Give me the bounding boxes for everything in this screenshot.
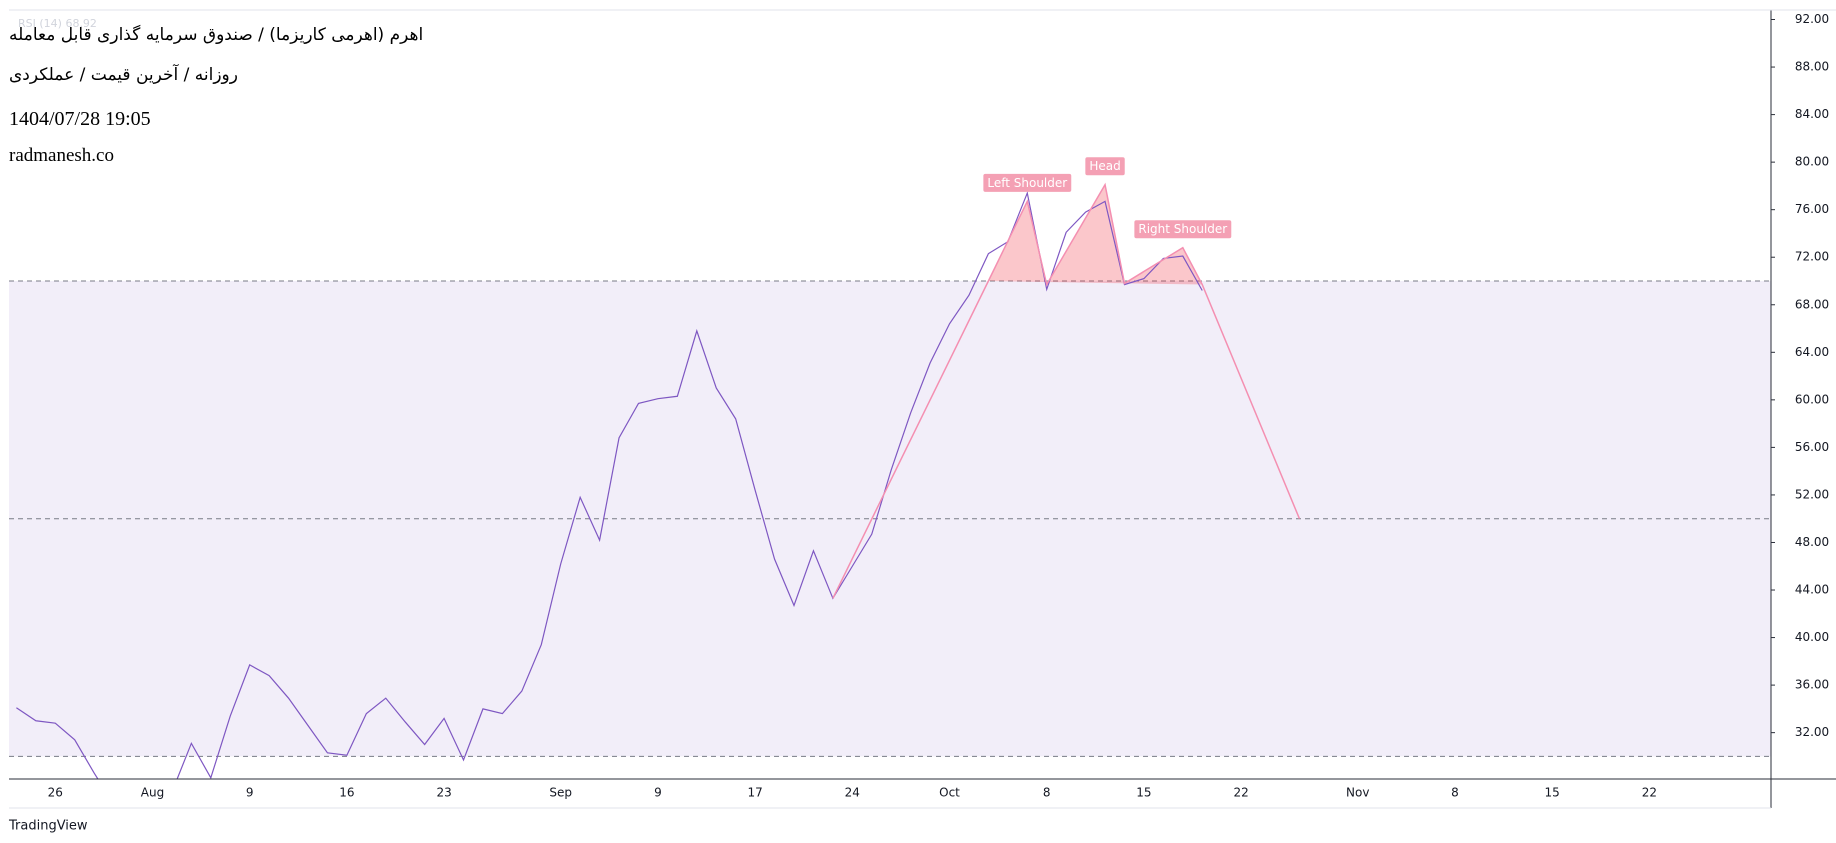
overlay-datetime: 1404/07/28 19:05: [9, 108, 151, 130]
x-tick-label: 24: [845, 786, 860, 800]
y-tick-label: 40.00: [1795, 630, 1829, 644]
pattern-label: Head: [1089, 159, 1120, 173]
x-tick-label: 26: [48, 786, 63, 800]
pattern-fill: [988, 184, 1203, 285]
x-tick-label: 17: [747, 786, 762, 800]
pattern-label: Left Shoulder: [987, 176, 1067, 190]
pattern-label-bg: [983, 173, 1072, 192]
rsi-line: [16, 190, 1203, 779]
pattern-label: Right Shoulder: [1138, 222, 1227, 236]
pattern-line: [832, 182, 1301, 599]
y-tick-label: 64.00: [1795, 345, 1829, 359]
y-tick-label: 44.00: [1795, 583, 1829, 597]
x-tick-label: 15: [1136, 786, 1151, 800]
overlay-title: اهرم (اهرمی کاریزما) / صندوق سرمایه گذار…: [9, 25, 424, 45]
y-tick-label: 84.00: [1795, 107, 1829, 121]
x-tick-label: 8: [1451, 786, 1459, 800]
overlay-subtitle: روزانه / آخرین قیمت / عملکردی: [9, 65, 238, 85]
indicator-legend: RSI (14) 68.92: [18, 17, 97, 30]
y-tick-label: 68.00: [1795, 297, 1829, 311]
y-tick-label: 60.00: [1795, 392, 1829, 406]
y-tick-label: 32.00: [1795, 725, 1829, 739]
x-tick-label: 9: [246, 786, 254, 800]
y-tick-label: 56.00: [1795, 440, 1829, 454]
x-tick-label: 16: [339, 786, 354, 800]
y-tick-label: 88.00: [1795, 60, 1829, 74]
x-tick-label: 22: [1233, 786, 1248, 800]
overlay-site: radmanesh.co: [9, 145, 114, 166]
y-tick-label: 72.00: [1795, 250, 1829, 264]
y-tick-label: 52.00: [1795, 487, 1829, 501]
y-tick-label: 48.00: [1795, 535, 1829, 549]
x-tick-label: 8: [1043, 786, 1051, 800]
x-tick-label: Sep: [549, 786, 572, 800]
x-tick-label: 23: [436, 786, 451, 800]
y-tick-label: 36.00: [1795, 678, 1829, 692]
x-tick-label: Nov: [1346, 786, 1369, 800]
x-tick-label: 22: [1642, 786, 1657, 800]
x-tick-label: Aug: [141, 786, 164, 800]
branding: TradingView: [8, 819, 88, 834]
y-tick-label: 92.00: [1795, 12, 1829, 26]
y-tick-label: 76.00: [1795, 202, 1829, 216]
x-tick-label: Oct: [939, 786, 960, 800]
x-tick-label: 15: [1545, 786, 1560, 800]
y-tick-label: 80.00: [1795, 155, 1829, 169]
pattern-label-bg: [1134, 220, 1232, 239]
pattern-label-bg: [1085, 157, 1125, 176]
x-tick-label: 9: [654, 786, 662, 800]
